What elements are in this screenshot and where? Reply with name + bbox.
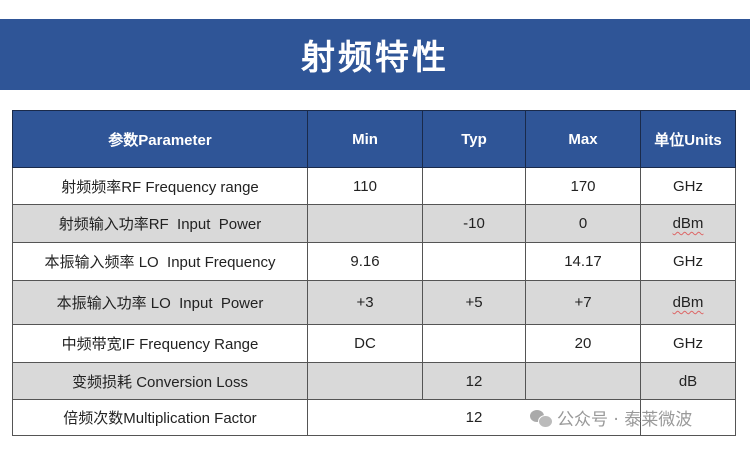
cell-typ [422,324,526,363]
cell-min: DC [307,324,423,363]
cell-typ [422,167,526,205]
cell-min: +3 [307,280,423,325]
cell-parameter: 变频损耗 Conversion Loss [12,362,308,400]
cell-typ: 12 [422,362,526,400]
table-header-row: 参数Parameter Min Typ Max 单位Units [12,110,736,168]
header-min: Min [307,110,423,168]
cell-min [307,362,423,400]
cell-parameter: 本振输入频率 LO Input Frequency [12,242,308,281]
cell-max: 20 [525,324,641,363]
table-row: 变频损耗 Conversion Loss 12 dB [12,362,736,400]
cell-min: 110 [307,167,423,205]
cell-max: 14.17 [525,242,641,281]
header-typ: Typ [422,110,526,168]
page-title: 射频特性 [301,38,449,78]
cell-min: 9.16 [307,242,423,281]
cell-parameter: 射频频率RF Frequency range [12,167,308,205]
table-row: 本振输入功率 LO Input Power +3 +5 +7 dBm [12,280,736,325]
cell-typ [422,242,526,281]
rf-spec-table: 参数Parameter Min Typ Max 单位Units 射频频率RF F… [12,110,736,436]
table-row: 本振输入频率 LO Input Frequency 9.16 14.17 GHz [12,242,736,281]
cell-max: 0 [525,204,641,243]
cell-max: 170 [525,167,641,205]
cell-max [525,362,641,400]
cell-min [307,204,423,243]
cell-parameter: 中频带宽IF Frequency Range [12,324,308,363]
cell-unit: GHz [640,242,736,281]
table-row: 射频输入功率RF Input Power -10 0 dBm [12,204,736,243]
wechat-icon [530,409,553,428]
cell-unit: GHz [640,167,736,205]
cell-unit: dBm [640,204,736,243]
watermark: 公众号 · 泰莱微波 [530,405,692,430]
cell-parameter: 射频输入功率RF Input Power [12,204,308,243]
table-row: 倍频次数Multiplication Factor 12 [12,399,736,436]
cell-typ: +5 [422,280,526,325]
header-units: 单位Units [640,110,736,168]
header-max: Max [525,110,641,168]
watermark-text: 公众号 · 泰莱微波 [557,410,693,430]
table-row: 射频频率RF Frequency range 110 170 GHz [12,167,736,205]
cell-unit: dBm [640,280,736,325]
cell-max: +7 [525,280,641,325]
header-parameter: 参数Parameter [12,110,308,168]
cell-parameter: 倍频次数Multiplication Factor [12,399,308,436]
title-banner: 射频特性 [0,19,750,90]
unit-text: dBm [672,294,704,311]
cell-unit: dB [640,362,736,400]
cell-typ: -10 [422,204,526,243]
cell-unit: GHz [640,324,736,363]
table-row: 中频带宽IF Frequency Range DC 20 GHz [12,324,736,363]
cell-parameter: 本振输入功率 LO Input Power [12,280,308,325]
unit-text: dBm [672,215,704,232]
cell-unit [640,399,736,436]
